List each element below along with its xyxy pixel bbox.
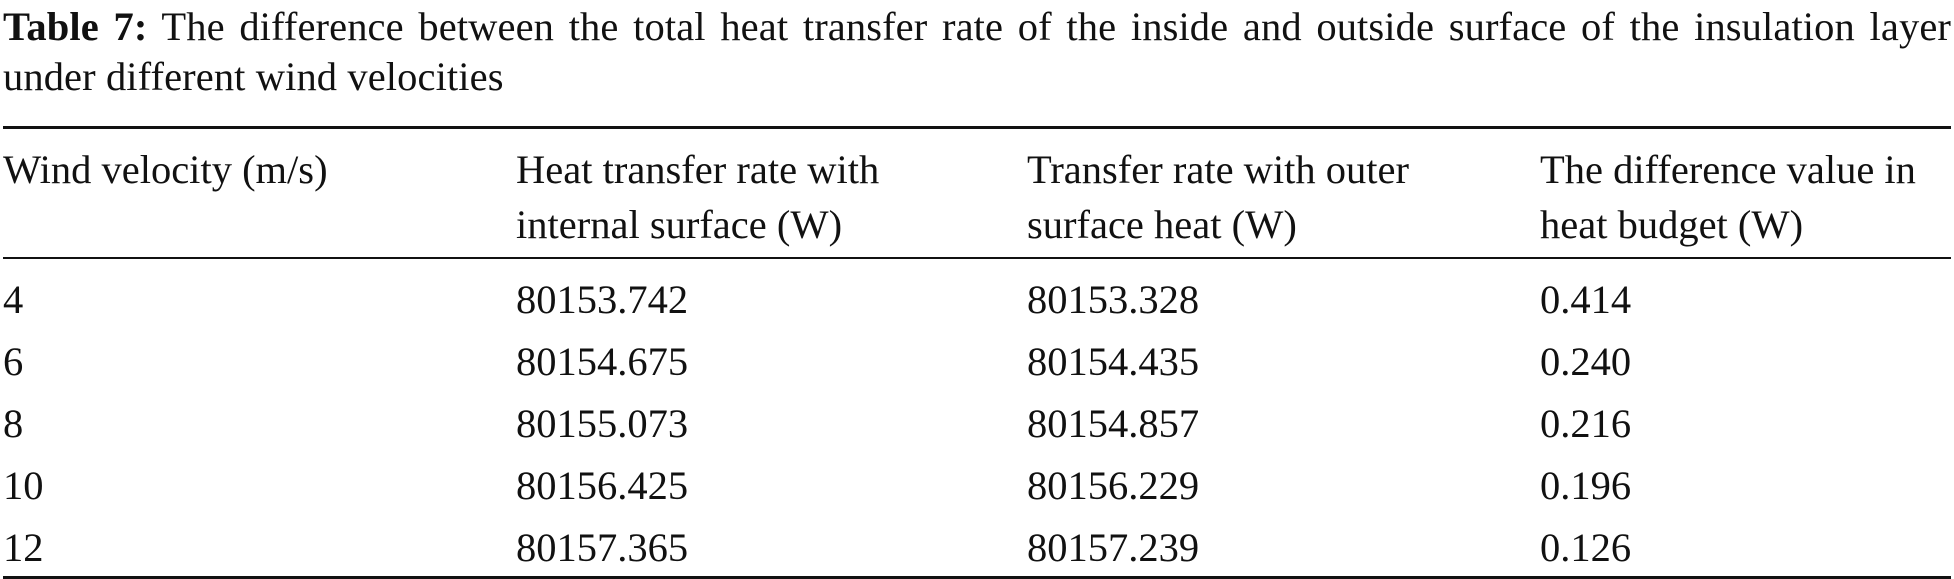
table-caption: Table 7: The difference between the tota…	[3, 2, 1951, 102]
header-outer-surface-rate: Transfer rate with outer surface heat (W…	[1027, 147, 1410, 247]
cell-difference-value: 0.216	[1540, 401, 1632, 446]
table-header-rule	[3, 257, 1951, 259]
cell-difference-value: 0.240	[1540, 339, 1632, 384]
caption-label: Table 7:	[3, 4, 148, 49]
table-row: 4 80153.742 80153.328 0.414	[3, 269, 1951, 331]
header-internal-surface-rate: Heat transfer rate with internal surface…	[516, 147, 880, 247]
table-bottom-rule	[3, 576, 1951, 579]
table-row: 10 80156.425 80156.229 0.196	[3, 455, 1951, 517]
header-difference-value: The difference value in heat budget (W)	[1540, 147, 1916, 247]
cell-internal-surface-rate: 80155.073	[516, 401, 689, 446]
cell-outer-surface-rate: 80154.435	[1027, 339, 1200, 384]
cell-difference-value: 0.196	[1540, 463, 1632, 508]
cell-difference-value: 0.414	[1540, 277, 1632, 322]
table-header-row: Wind velocity (m/s) Heat transfer rate w…	[3, 142, 1951, 252]
cell-wind-velocity: 12	[3, 525, 44, 570]
table-row: 6 80154.675 80154.435 0.240	[3, 331, 1951, 393]
cell-internal-surface-rate: 80156.425	[516, 463, 689, 508]
cell-wind-velocity: 10	[3, 463, 44, 508]
table-row: 12 80157.365 80157.239 0.126	[3, 517, 1951, 579]
cell-internal-surface-rate: 80153.742	[516, 277, 689, 322]
caption-text: The difference between the total heat tr…	[3, 4, 1951, 99]
cell-outer-surface-rate: 80153.328	[1027, 277, 1200, 322]
cell-internal-surface-rate: 80154.675	[516, 339, 689, 384]
cell-internal-surface-rate: 80157.365	[516, 525, 689, 570]
cell-wind-velocity: 4	[3, 277, 24, 322]
cell-wind-velocity: 6	[3, 339, 24, 384]
cell-difference-value: 0.126	[1540, 525, 1632, 570]
cell-wind-velocity: 8	[3, 401, 24, 446]
header-wind-velocity: Wind velocity (m/s)	[3, 147, 328, 192]
cell-outer-surface-rate: 80157.239	[1027, 525, 1200, 570]
table-top-rule	[3, 126, 1951, 129]
table-row: 8 80155.073 80154.857 0.216	[3, 393, 1951, 455]
table-body: 4 80153.742 80153.328 0.414 6 80154.675 …	[3, 269, 1951, 579]
cell-outer-surface-rate: 80154.857	[1027, 401, 1200, 446]
cell-outer-surface-rate: 80156.229	[1027, 463, 1200, 508]
